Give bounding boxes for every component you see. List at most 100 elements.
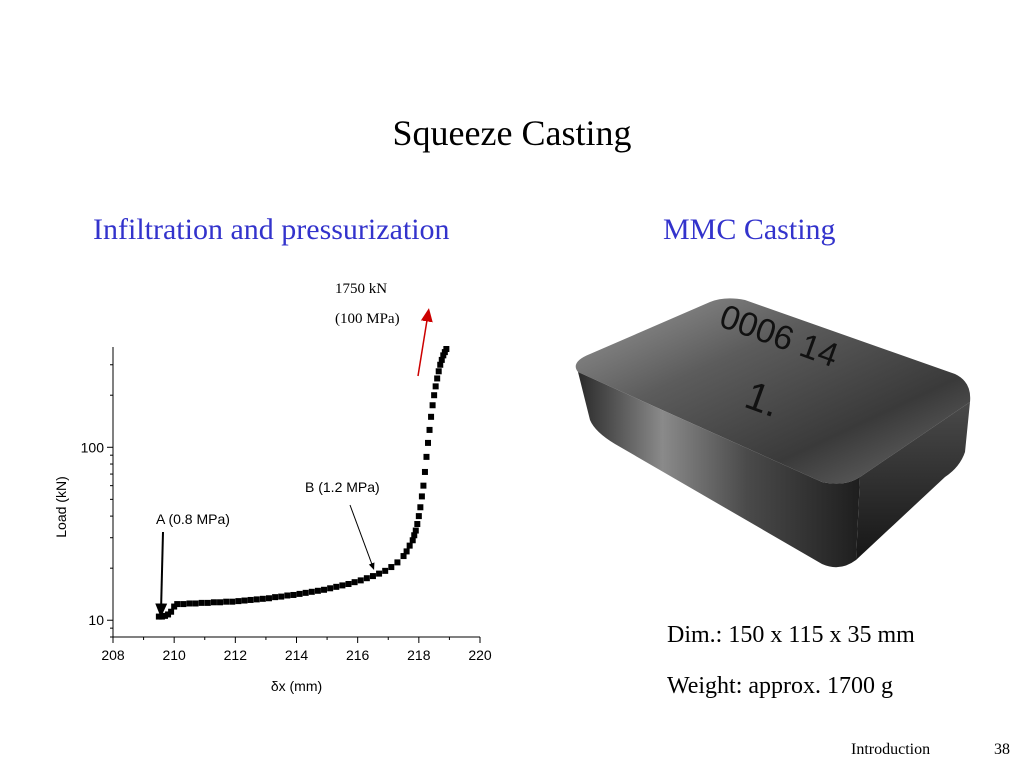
y-axis-title: Load (kN) [53, 476, 69, 537]
data-point [406, 542, 413, 549]
data-point [428, 413, 435, 420]
x-axis: 208 210 212 214 216 218 220 δx (mm) [101, 636, 492, 694]
data-point [434, 375, 441, 382]
data-point [369, 573, 376, 580]
data-point [376, 570, 383, 577]
data-point [217, 599, 224, 606]
data-point [411, 532, 418, 539]
data-point [259, 595, 266, 602]
data-point [417, 504, 424, 511]
data-point [403, 548, 410, 555]
data-point [314, 587, 321, 594]
data-point [441, 349, 448, 356]
page-number: 38 [994, 741, 1010, 758]
casting-top-face [575, 298, 971, 484]
data-point [327, 585, 334, 592]
data-point [425, 439, 432, 446]
data-point [440, 352, 447, 359]
data-point [165, 611, 172, 618]
annotation-a-arrow [155, 531, 168, 618]
y-tick-label: 100 [81, 439, 105, 455]
data-point [278, 593, 285, 600]
left-heading: Infiltration and pressurization [93, 213, 450, 246]
data-point [235, 598, 242, 605]
data-point [431, 392, 438, 399]
data-point [394, 559, 401, 566]
casting-weight: Weight: approx. 1700 g [667, 673, 894, 699]
data-point [351, 579, 358, 586]
data-point [290, 591, 297, 598]
data-point [198, 599, 205, 606]
data-point [168, 608, 175, 615]
data-point [438, 356, 445, 363]
data-point [400, 553, 407, 560]
x-tick-label: 220 [468, 647, 492, 663]
data-point [247, 596, 254, 603]
x-tick-label: 210 [162, 647, 186, 663]
data-point [223, 598, 230, 605]
data-point [409, 537, 416, 544]
data-point [429, 402, 436, 409]
data-point [382, 567, 389, 574]
data-points [155, 346, 450, 620]
data-point [180, 601, 187, 608]
annotation-b-arrow [349, 504, 375, 570]
chart-annotations: A (0.8 MPa) B (1.2 MPa) [155, 479, 380, 618]
data-point [363, 575, 370, 582]
slide-title: Squeeze Casting [392, 113, 632, 153]
data-point [333, 583, 340, 590]
y-axis: 10 100 Load (kN) [53, 347, 114, 638]
data-point [420, 482, 427, 489]
x-tick-label: 212 [224, 647, 248, 663]
data-point [426, 426, 433, 433]
data-point [308, 588, 315, 595]
data-point [174, 601, 181, 608]
right-heading: MMC Casting [663, 213, 836, 246]
data-point [204, 599, 211, 606]
data-point [171, 603, 178, 610]
load-displacement-chart: 10 100 Load (kN) 208 210 212 214 216 218 220 δx (… [53, 308, 492, 694]
annotation-a-label: A (0.8 MPa) [156, 511, 230, 527]
annotation-b-label: B (1.2 MPa) [305, 479, 380, 495]
data-point [423, 453, 430, 460]
x-tick-label: 208 [101, 647, 125, 663]
data-point [192, 600, 199, 607]
mmc-casting-photo: 0006 14 1. [575, 297, 971, 568]
data-point [284, 592, 291, 599]
casting-front-face [578, 372, 860, 568]
data-point [241, 597, 248, 604]
data-point [321, 586, 328, 593]
data-point [418, 493, 425, 500]
y-tick-label: 10 [88, 612, 104, 628]
x-tick-label: 218 [407, 647, 431, 663]
data-point [272, 594, 279, 601]
data-point [253, 596, 260, 603]
data-point [432, 383, 439, 390]
data-point [412, 527, 419, 534]
max-pressure-annotation: (100 MPa) [335, 311, 400, 327]
casting-dimensions: Dim.: 150 x 115 x 35 mm [667, 622, 915, 648]
data-point [414, 521, 421, 528]
data-point [339, 582, 346, 589]
data-point [210, 599, 217, 606]
data-point [302, 589, 309, 596]
data-point [435, 368, 442, 375]
x-tick-label: 214 [285, 647, 309, 663]
data-point [443, 346, 450, 353]
data-point [357, 577, 364, 584]
data-point [296, 590, 303, 597]
max-load-arrow [417, 308, 433, 377]
data-point [186, 600, 193, 607]
data-point [421, 468, 428, 475]
data-point [229, 598, 236, 605]
data-point [345, 581, 352, 588]
casting-right-face [856, 402, 970, 560]
x-axis-title: δx (mm) [271, 678, 322, 694]
data-point [437, 361, 444, 368]
data-point [388, 564, 395, 571]
data-point [415, 513, 422, 520]
footer-section: Introduction [851, 741, 931, 758]
data-point [265, 595, 272, 602]
x-tick-label: 216 [346, 647, 370, 663]
max-load-annotation: 1750 kN [335, 281, 388, 297]
